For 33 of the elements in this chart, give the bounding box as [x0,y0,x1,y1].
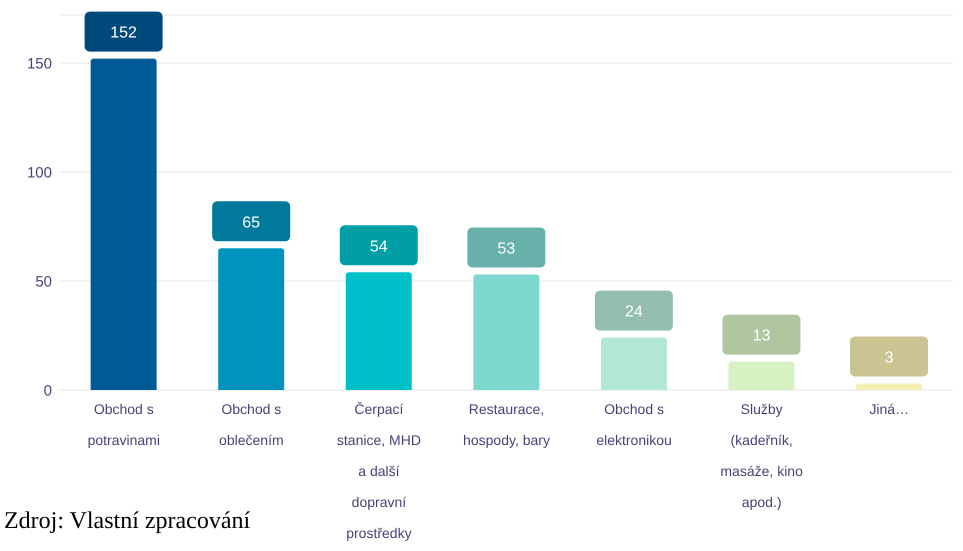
data-label: 54 [370,238,388,256]
bar [346,272,412,390]
data-label: 24 [625,304,643,321]
bar [473,274,540,390]
x-tick-label: Obchod s elektronikou [596,401,672,448]
x-tick-label: Obchod s potravinami [88,401,160,448]
bar [728,362,794,390]
number-tag: 152 [84,12,163,52]
bar [856,383,922,390]
x-tick-label: Restaurace, hospody, bary [463,401,550,448]
number-tag: 53 [467,227,546,268]
text: Zdroj: Vlastní zpracování [4,508,250,535]
number-tag: 13 [722,314,800,355]
x-tick-label: Obchod s oblečením [219,401,284,448]
number-tag: 3 [850,336,928,376]
data-label: 53 [497,240,516,258]
y-tick-label: 50 [35,273,52,290]
x-tick-label: Služby (kadeřník, masáže, kino apod.) [720,401,804,510]
data-label: 13 [752,328,770,345]
number-tag: 65 [212,201,290,242]
data-label: 3 [884,349,894,366]
y-tick-label: 150 [26,55,52,72]
bar [90,58,157,390]
number-tag: 54 [340,225,418,266]
y-tick-label: 100 [26,164,52,182]
number-tag: 24 [594,290,673,331]
bar [600,338,667,390]
x-tick-label: Jiná… [869,401,910,417]
data-label: 65 [242,214,260,232]
bar [218,248,284,390]
data-label: 152 [110,24,138,42]
y-tick-label: 0 [44,382,52,400]
x-tick-label: Čerpací stanice, MHD a další dopravní prostředky [336,401,421,541]
